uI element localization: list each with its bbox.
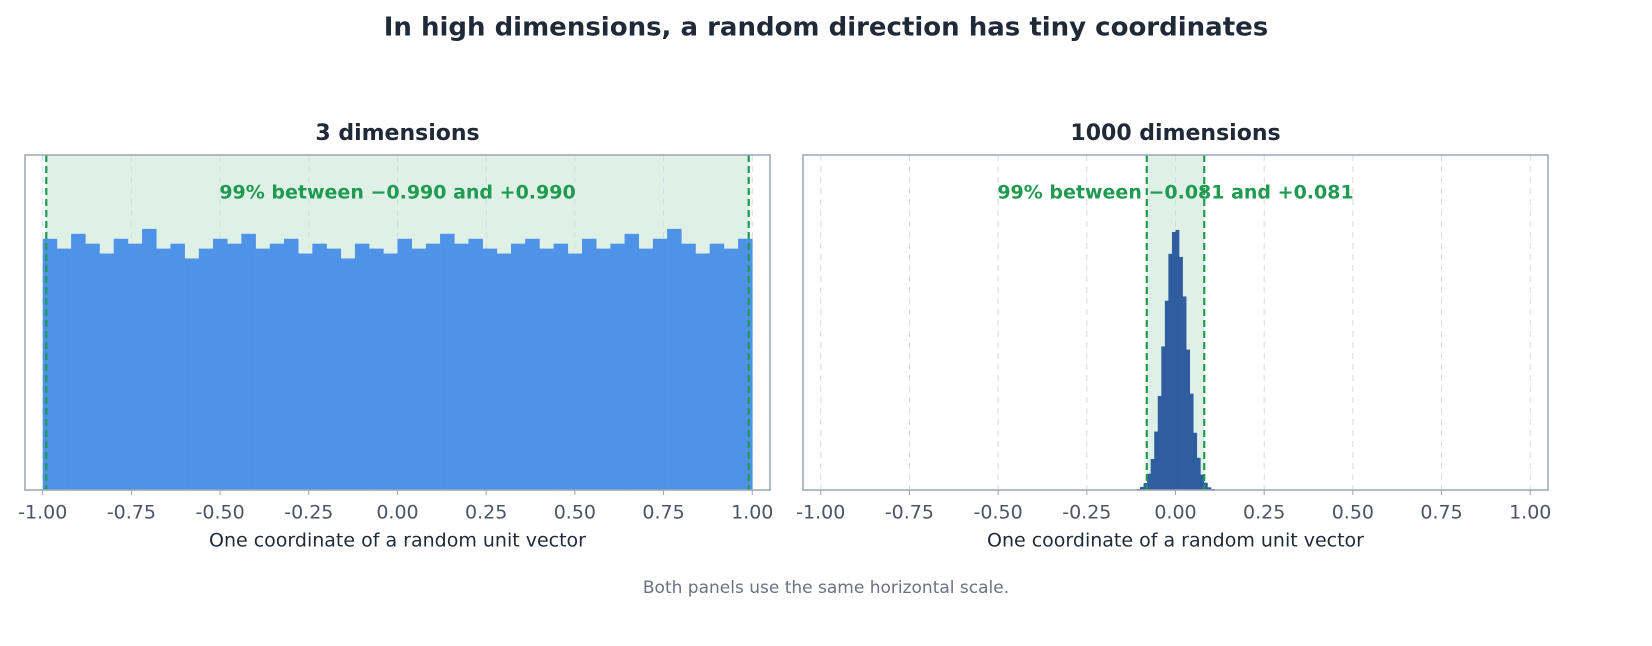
bar (567, 253, 583, 490)
bar (1157, 395, 1162, 490)
bar (71, 233, 86, 490)
bar (255, 248, 271, 490)
x-tick-label: 0.25 (465, 502, 507, 524)
bar (723, 248, 739, 490)
bar (1203, 482, 1208, 490)
bar (1154, 431, 1159, 490)
bar (85, 243, 100, 490)
band-annotation: 99% between −0.990 and +0.990 (219, 182, 575, 204)
bar (99, 253, 114, 490)
x-tick-label: -0.75 (107, 502, 156, 524)
bar (667, 228, 682, 490)
bar (269, 243, 285, 490)
bar (156, 248, 171, 490)
bar (213, 238, 228, 490)
bar (142, 228, 157, 490)
bar (652, 238, 668, 490)
plot-frame (802, 154, 1549, 491)
bar (354, 243, 370, 490)
bar (681, 243, 696, 490)
bar (198, 248, 214, 490)
bar (113, 238, 129, 490)
x-tick-label: 0.00 (1154, 502, 1196, 524)
bar (369, 248, 384, 490)
x-tick-label: -1.00 (18, 502, 67, 524)
bar (127, 243, 143, 490)
bar (1193, 432, 1198, 490)
bar (411, 248, 427, 490)
bar (340, 258, 356, 490)
bar (1143, 483, 1148, 490)
bar (227, 243, 242, 490)
figure-title: In high dimensions, a random direction h… (384, 13, 1269, 43)
band-annotation: 99% between −0.081 and +0.081 (997, 182, 1353, 204)
x-tick-label: 1.00 (731, 502, 773, 524)
bar (42, 238, 58, 490)
x-tick-label: 0.75 (642, 502, 684, 524)
x-tick-label: 1.00 (1509, 502, 1551, 524)
bar (1182, 296, 1187, 490)
bar (440, 233, 455, 490)
x-tick-label: 0.00 (376, 502, 418, 524)
x-tick-label: -0.50 (974, 502, 1023, 524)
x-tick-label: -0.25 (1062, 502, 1111, 524)
x-tick-label: 0.75 (1420, 502, 1462, 524)
plot-frame (24, 154, 771, 491)
bar (170, 243, 185, 490)
bar (1168, 253, 1173, 490)
bar (56, 248, 72, 490)
bar (1186, 349, 1190, 490)
x-axis-label: One coordinate of a random unit vector (209, 530, 586, 552)
bar (1189, 393, 1194, 490)
bar (298, 253, 313, 490)
bar (1200, 474, 1205, 490)
bar (581, 238, 597, 490)
bar (496, 253, 512, 490)
bar (511, 243, 526, 490)
bar (638, 248, 654, 490)
x-tick-label: -0.50 (196, 502, 245, 524)
bar (425, 243, 441, 490)
bar (184, 258, 200, 490)
bar (326, 248, 342, 490)
bar (1179, 256, 1183, 490)
x-tick-label: -1.00 (796, 502, 845, 524)
bar (241, 233, 256, 490)
bar (695, 253, 710, 490)
x-tick-label: -0.25 (284, 502, 333, 524)
bar (624, 233, 640, 490)
x-tick-label: 0.50 (554, 502, 596, 524)
bar (610, 243, 625, 490)
bar (1171, 231, 1176, 490)
bar (312, 243, 327, 490)
panel-title: 1000 dimensions (1070, 121, 1280, 146)
bar (539, 248, 554, 490)
bar (596, 248, 611, 490)
bar (1207, 487, 1212, 490)
bar (1147, 473, 1151, 490)
x-tick-label: -0.75 (885, 502, 934, 524)
bar (482, 248, 498, 490)
bar (1164, 300, 1169, 490)
bar (1150, 458, 1155, 490)
x-tick-label: 0.25 (1243, 502, 1285, 524)
bar (709, 243, 725, 490)
bar (1140, 486, 1144, 490)
bar (1161, 346, 1166, 490)
footnote: Both panels use the same horizontal scal… (643, 578, 1009, 598)
bar (738, 238, 753, 490)
bar (1196, 457, 1201, 490)
bar (383, 253, 398, 490)
bar (454, 243, 469, 490)
bar (553, 243, 569, 490)
bar (397, 238, 412, 490)
bar (283, 238, 299, 490)
x-axis-label: One coordinate of a random unit vector (987, 530, 1364, 552)
panel-title: 3 dimensions (315, 121, 479, 146)
x-tick-label: 0.50 (1332, 502, 1374, 524)
bar (1175, 229, 1180, 490)
bar (468, 238, 483, 490)
bar (525, 238, 540, 490)
